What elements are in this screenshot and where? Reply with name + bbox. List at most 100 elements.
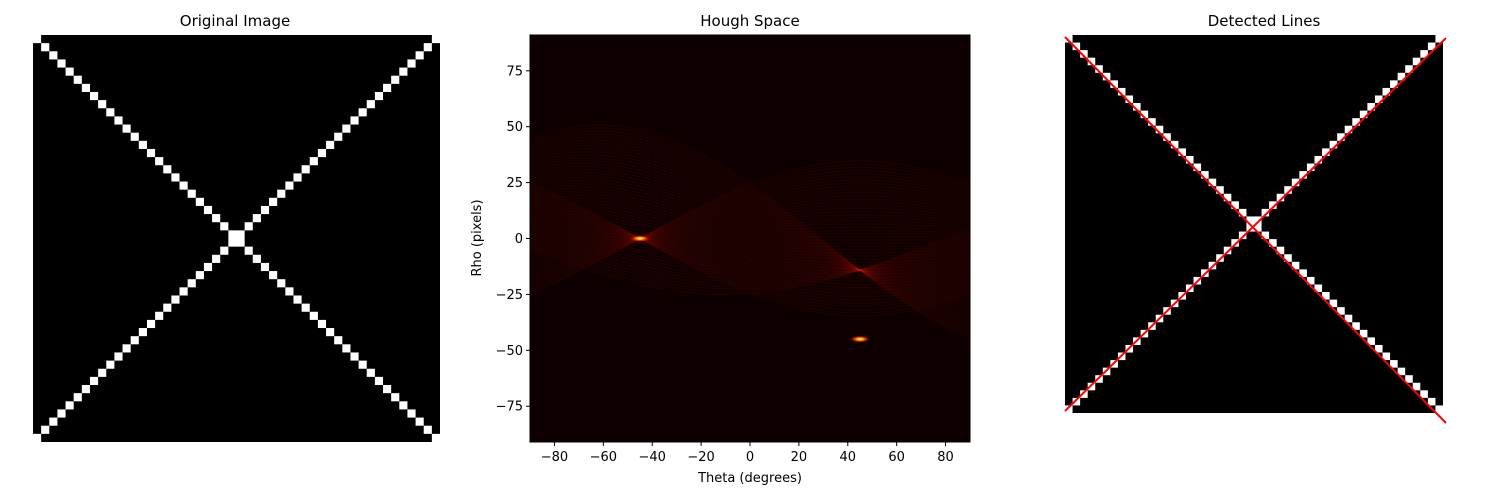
image-pixel (1405, 65, 1413, 73)
image-pixel (1344, 314, 1353, 323)
hough-curve (530, 233, 970, 243)
hough-curve (530, 203, 970, 289)
image-pixel (1359, 110, 1368, 119)
hough-curve (530, 124, 970, 339)
image-pixel (431, 35, 440, 44)
image-pixel (1125, 95, 1134, 104)
image-pixel (73, 393, 82, 402)
image-pixel (326, 140, 335, 149)
image-pixel (65, 67, 74, 76)
image-pixel (179, 181, 188, 190)
image-pixel (399, 401, 408, 410)
x-tick-label: −60 (590, 450, 617, 465)
hough-curve (530, 191, 970, 285)
hough-curve (530, 185, 970, 277)
hough-curve (530, 185, 970, 314)
hough-curve (530, 205, 970, 274)
image-pixel (1390, 360, 1398, 368)
hough-curve (530, 230, 970, 277)
image-pixel (1337, 307, 1345, 315)
image-pixel (228, 238, 237, 247)
detected-line (1064, 37, 1447, 412)
image-pixel (342, 344, 351, 353)
y-tick-label: −25 (496, 288, 523, 303)
image-pixel (244, 222, 253, 231)
image-pixel (1261, 231, 1270, 240)
image-pixel (33, 35, 42, 44)
x-tick-label: 20 (791, 450, 808, 465)
image-pixel (1133, 103, 1141, 111)
image-pixel (1163, 133, 1171, 141)
hough-peak (630, 235, 650, 242)
hough-curve (530, 214, 970, 256)
image-pixel (277, 279, 286, 288)
image-pixel (1314, 284, 1323, 293)
hough-curve (530, 189, 970, 308)
image-pixel (1367, 337, 1375, 345)
image-pixel (114, 116, 123, 125)
image-pixel (1390, 80, 1398, 88)
image-pixel (415, 51, 424, 60)
hough-curve (530, 203, 970, 276)
image-pixel (57, 409, 66, 418)
hough-curve (530, 221, 970, 272)
image-pixel (1284, 254, 1292, 262)
original-image-diagonals (33, 35, 440, 442)
image-pixel (252, 214, 261, 223)
image-pixel (391, 75, 400, 84)
image-pixel (1102, 72, 1111, 81)
hough-curve (530, 165, 970, 308)
hough-curve (530, 195, 970, 270)
y-tick-label: −50 (496, 344, 523, 359)
hough-curve (530, 189, 970, 288)
hough-curve (530, 236, 970, 283)
image-pixel (301, 165, 310, 174)
hough-curve (530, 227, 970, 254)
hough-curve (530, 227, 970, 295)
image-pixel (138, 328, 147, 337)
hough-curve (530, 236, 970, 241)
image-pixel (1420, 50, 1428, 58)
image-pixel (1397, 72, 1406, 81)
image-pixel (146, 319, 156, 329)
hough-curve (530, 216, 970, 271)
image-pixel (1238, 231, 1247, 240)
hough-curve (530, 207, 970, 273)
hough-curve (530, 166, 970, 290)
image-pixel (163, 303, 172, 312)
hough-curve (530, 184, 970, 292)
detected-lines-title: Detected Lines (1208, 12, 1321, 30)
y-tick-label: −75 (496, 400, 523, 415)
image-pixel (1065, 35, 1073, 43)
image-pixel (252, 254, 261, 263)
x-tick-label: 0 (746, 450, 754, 465)
image-pixel (1254, 216, 1262, 224)
image-pixel (399, 67, 408, 76)
image-pixel (383, 83, 392, 92)
image-pixel (1382, 352, 1391, 361)
image-pixel (1322, 148, 1330, 156)
image-pixel (1329, 140, 1338, 149)
image-pixel (1223, 246, 1232, 255)
image-pixel (350, 352, 359, 361)
image-pixel (366, 100, 375, 109)
image-pixel (1352, 322, 1360, 330)
hough-curve (530, 221, 970, 263)
image-pixel (383, 385, 392, 394)
hough-curve (530, 225, 970, 257)
hough-curve (530, 198, 970, 268)
image-pixel (1291, 178, 1300, 187)
image-pixel (195, 271, 204, 280)
image-pixel (203, 205, 213, 215)
panel-original-image: Original Image (33, 12, 440, 442)
hough-curve (530, 194, 970, 301)
image-pixel (1269, 239, 1277, 247)
image-pixel (1254, 224, 1262, 232)
hough-peak (850, 335, 870, 343)
image-pixel (309, 157, 318, 166)
hough-peaks (630, 235, 870, 343)
hough-curve (530, 130, 970, 335)
image-pixel (374, 91, 384, 101)
hough-curve (530, 210, 970, 259)
hough-curve (530, 223, 970, 250)
